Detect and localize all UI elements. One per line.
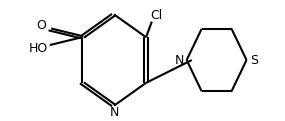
Text: HO: HO: [29, 42, 48, 55]
Text: N: N: [175, 54, 184, 67]
Text: Cl: Cl: [150, 9, 162, 22]
Text: O: O: [36, 19, 46, 32]
Text: N: N: [109, 106, 119, 119]
Text: S: S: [250, 54, 258, 67]
